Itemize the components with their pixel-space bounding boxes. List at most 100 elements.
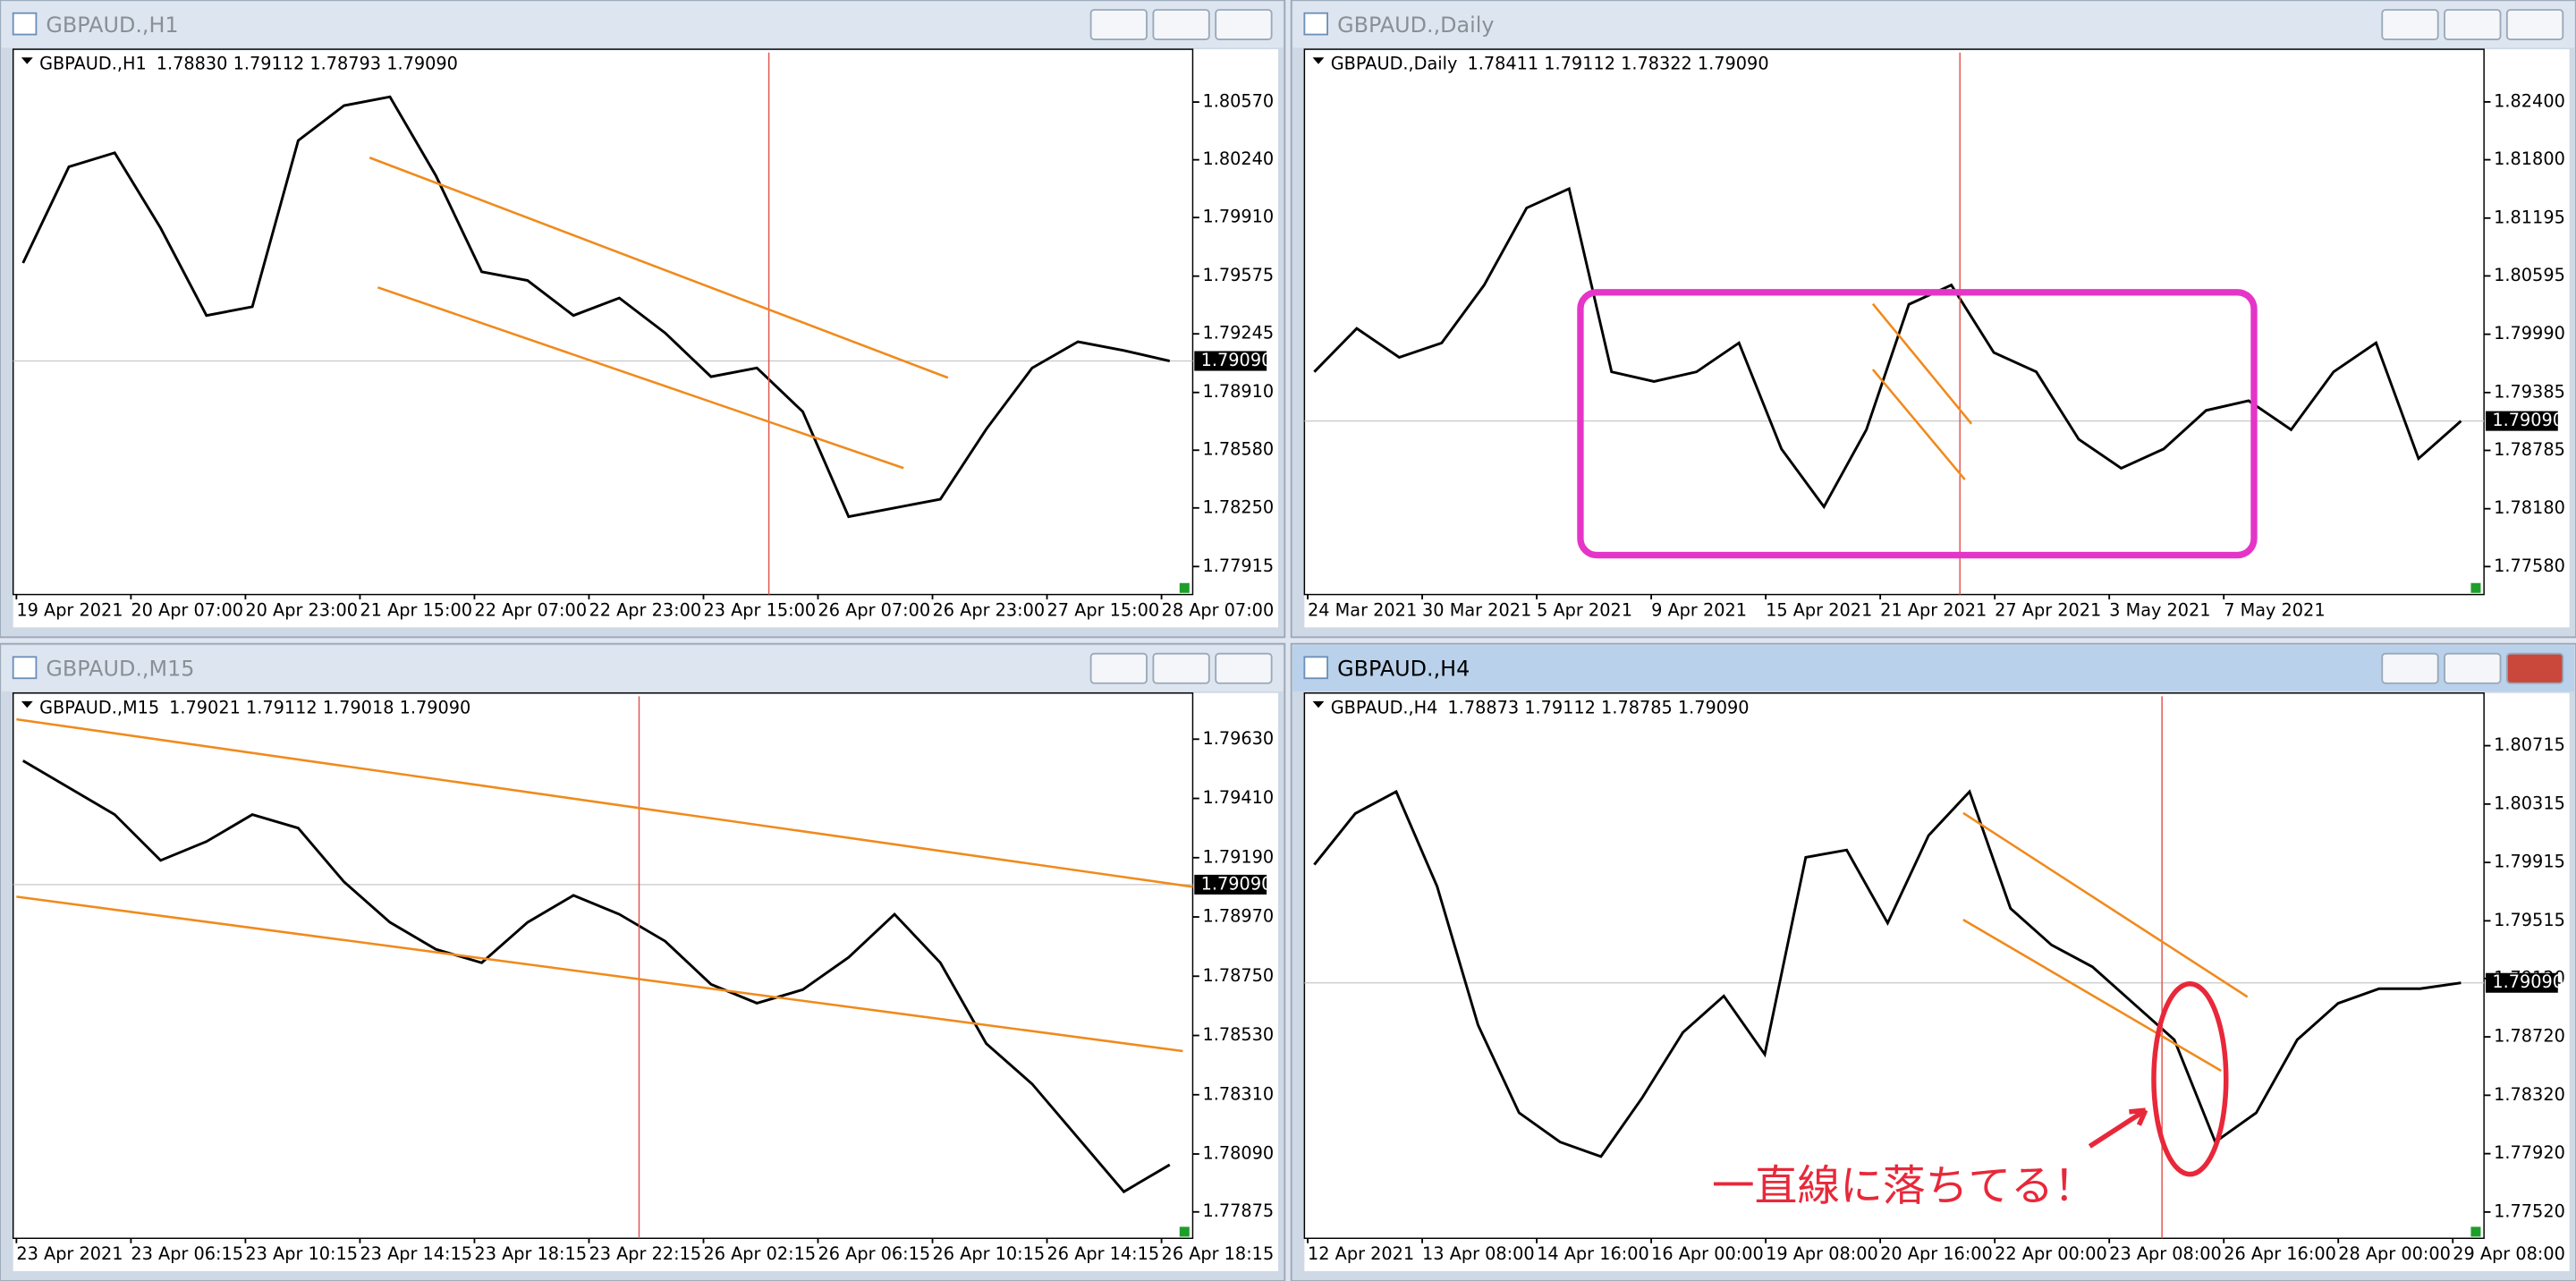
time-label: 19 Apr 2021 (16, 599, 123, 620)
price-label: 1.78910 (1202, 381, 1274, 402)
trend-line (16, 717, 1193, 888)
time-label: 28 Apr 07:00 (1162, 599, 1275, 620)
ohlc: 1.79021 1.79112 1.79018 1.79090 (169, 697, 470, 717)
window-title: GBPAUD.,H4 (1337, 657, 1470, 682)
current-price-label: 1.79090 (2492, 971, 2563, 992)
price-label: 1.78180 (2494, 497, 2565, 518)
window-title: GBPAUD.,H1 (46, 13, 178, 38)
trend-line (1962, 918, 2222, 1073)
time-label: 28 Apr 00:00 (2338, 1243, 2451, 1264)
price-label: 1.77915 (1202, 556, 1274, 576)
time-label: 16 Apr 00:00 (1651, 1243, 1764, 1264)
time-label: 30 Mar 2021 (1422, 599, 1531, 620)
current-price-box (1194, 351, 1267, 371)
price-label: 1.77920 (2494, 1142, 2565, 1163)
window-icon (1303, 12, 1329, 36)
time-label: 21 Apr 15:00 (360, 599, 472, 620)
window-icon (1303, 656, 1329, 680)
maximize-button[interactable] (1152, 9, 1210, 40)
chart-window: GBPAUD.,M15 GBPAUD.,M15 1.79021 1.79112 1.… (0, 642, 1286, 1281)
price-series (21, 95, 1171, 519)
time-label: 5 Apr 2021 (1537, 599, 1632, 620)
maximize-button[interactable] (2444, 9, 2502, 40)
minimize-button[interactable] (1089, 9, 1148, 40)
time-label: 22 Apr 23:00 (589, 599, 701, 620)
annotation: 一直線に落ちてる！ (1712, 1162, 2097, 1211)
minimize-button[interactable] (1089, 652, 1148, 684)
time-label: 21 Apr 2021 (1880, 599, 1987, 620)
price-label: 1.80240 (1202, 148, 1274, 169)
time-label: 26 Apr 18:15 (1162, 1243, 1275, 1264)
plot-border (12, 48, 1194, 596)
time-label: 26 Apr 10:15 (933, 1243, 1046, 1264)
time-label: 23 Apr 15:00 (703, 599, 816, 620)
time-label: 23 Apr 22:15 (589, 1243, 701, 1264)
scroll-marker (2470, 1226, 2481, 1237)
price-label: 1.80315 (2494, 793, 2565, 813)
time-label: 15 Apr 2021 (1766, 599, 1872, 620)
price-label: 1.78250 (1202, 496, 1274, 517)
time-label: 23 Apr 14:15 (360, 1243, 472, 1264)
close-button[interactable] (1215, 652, 1273, 684)
time-label: 26 Apr 14:15 (1047, 1243, 1160, 1264)
price-label: 1.78530 (1202, 1024, 1274, 1045)
time-label: 26 Apr 23:00 (933, 599, 1046, 620)
time-label: 19 Apr 08:00 (1766, 1243, 1878, 1264)
title-bar (1, 645, 1284, 691)
close-button[interactable] (2505, 652, 2564, 684)
title-bar (1292, 1, 2575, 48)
time-label: 26 Apr 07:00 (818, 599, 931, 620)
time-label: 26 Apr 06:15 (818, 1243, 931, 1264)
time-label: 26 Apr 16:00 (2224, 1243, 2336, 1264)
plot-area (13, 49, 1278, 628)
price-series (1313, 789, 2462, 1158)
drawings: 一直線に落ちてる！ (16, 52, 2258, 1239)
price-label: 1.79630 (1202, 728, 1274, 749)
current-price-label: 1.79090 (1201, 873, 1273, 894)
price-label: 1.79385 (2494, 381, 2565, 402)
minimize-button[interactable] (2381, 652, 2439, 684)
symbol: GBPAUD.,M15 (39, 697, 159, 717)
price-label: 1.79190 (1202, 846, 1274, 867)
scroll-marker (1179, 582, 1190, 593)
time-label: 20 Apr 07:00 (131, 599, 243, 620)
info-arrow (1312, 57, 1325, 64)
maximize-button[interactable] (1152, 652, 1210, 684)
plot-area (13, 692, 1278, 1271)
time-label: 12 Apr 2021 (1308, 1243, 1414, 1264)
window-title: GBPAUD.,Daily (1337, 13, 1494, 38)
plot-area (1304, 49, 2570, 628)
time-label: 20 Apr 23:00 (245, 599, 358, 620)
close-button[interactable] (2505, 9, 2564, 40)
plot-area (1304, 692, 2570, 1271)
price-label: 1.78320 (2494, 1084, 2565, 1105)
chart-window: GBPAUD.,H1 GBPAUD.,H1 1.78830 1.79112 1.78… (0, 0, 1286, 639)
annotation-arrow (2088, 1107, 2148, 1149)
plot-border (1303, 692, 2485, 1240)
maximize-button[interactable] (2444, 652, 2502, 684)
current-price-label: 1.79090 (2492, 410, 2563, 430)
ohlc: 1.78873 1.79112 1.78785 1.79090 (1447, 697, 1749, 717)
current-price-box (2485, 411, 2558, 431)
info-arrow (21, 57, 33, 64)
title-bar (1292, 645, 2575, 691)
price-label: 1.78310 (1202, 1083, 1274, 1104)
minimize-button[interactable] (2381, 9, 2439, 40)
window-title: GBPAUD.,M15 (46, 657, 194, 682)
highlight-ellipse (2151, 980, 2229, 1177)
close-button[interactable] (1215, 9, 1273, 40)
price-label: 1.78090 (1202, 1143, 1274, 1164)
price-label: 1.79915 (2494, 852, 2565, 872)
info-arrow (21, 700, 33, 708)
symbol: GBPAUD.,H1 (39, 53, 147, 73)
time-label: 27 Apr 15:00 (1047, 599, 1160, 620)
time-label: 9 Apr 2021 (1651, 599, 1747, 620)
time-label: 23 Apr 10:15 (245, 1243, 358, 1264)
time-label: 26 Apr 02:15 (703, 1243, 816, 1264)
price-label: 1.79515 (2494, 910, 2565, 930)
trend-line (1962, 811, 2249, 998)
time-label: 24 Mar 2021 (1308, 599, 1417, 620)
time-label: 27 Apr 2021 (1995, 599, 2101, 620)
ohlc: 1.78411 1.79112 1.78322 1.79090 (1467, 53, 1768, 73)
